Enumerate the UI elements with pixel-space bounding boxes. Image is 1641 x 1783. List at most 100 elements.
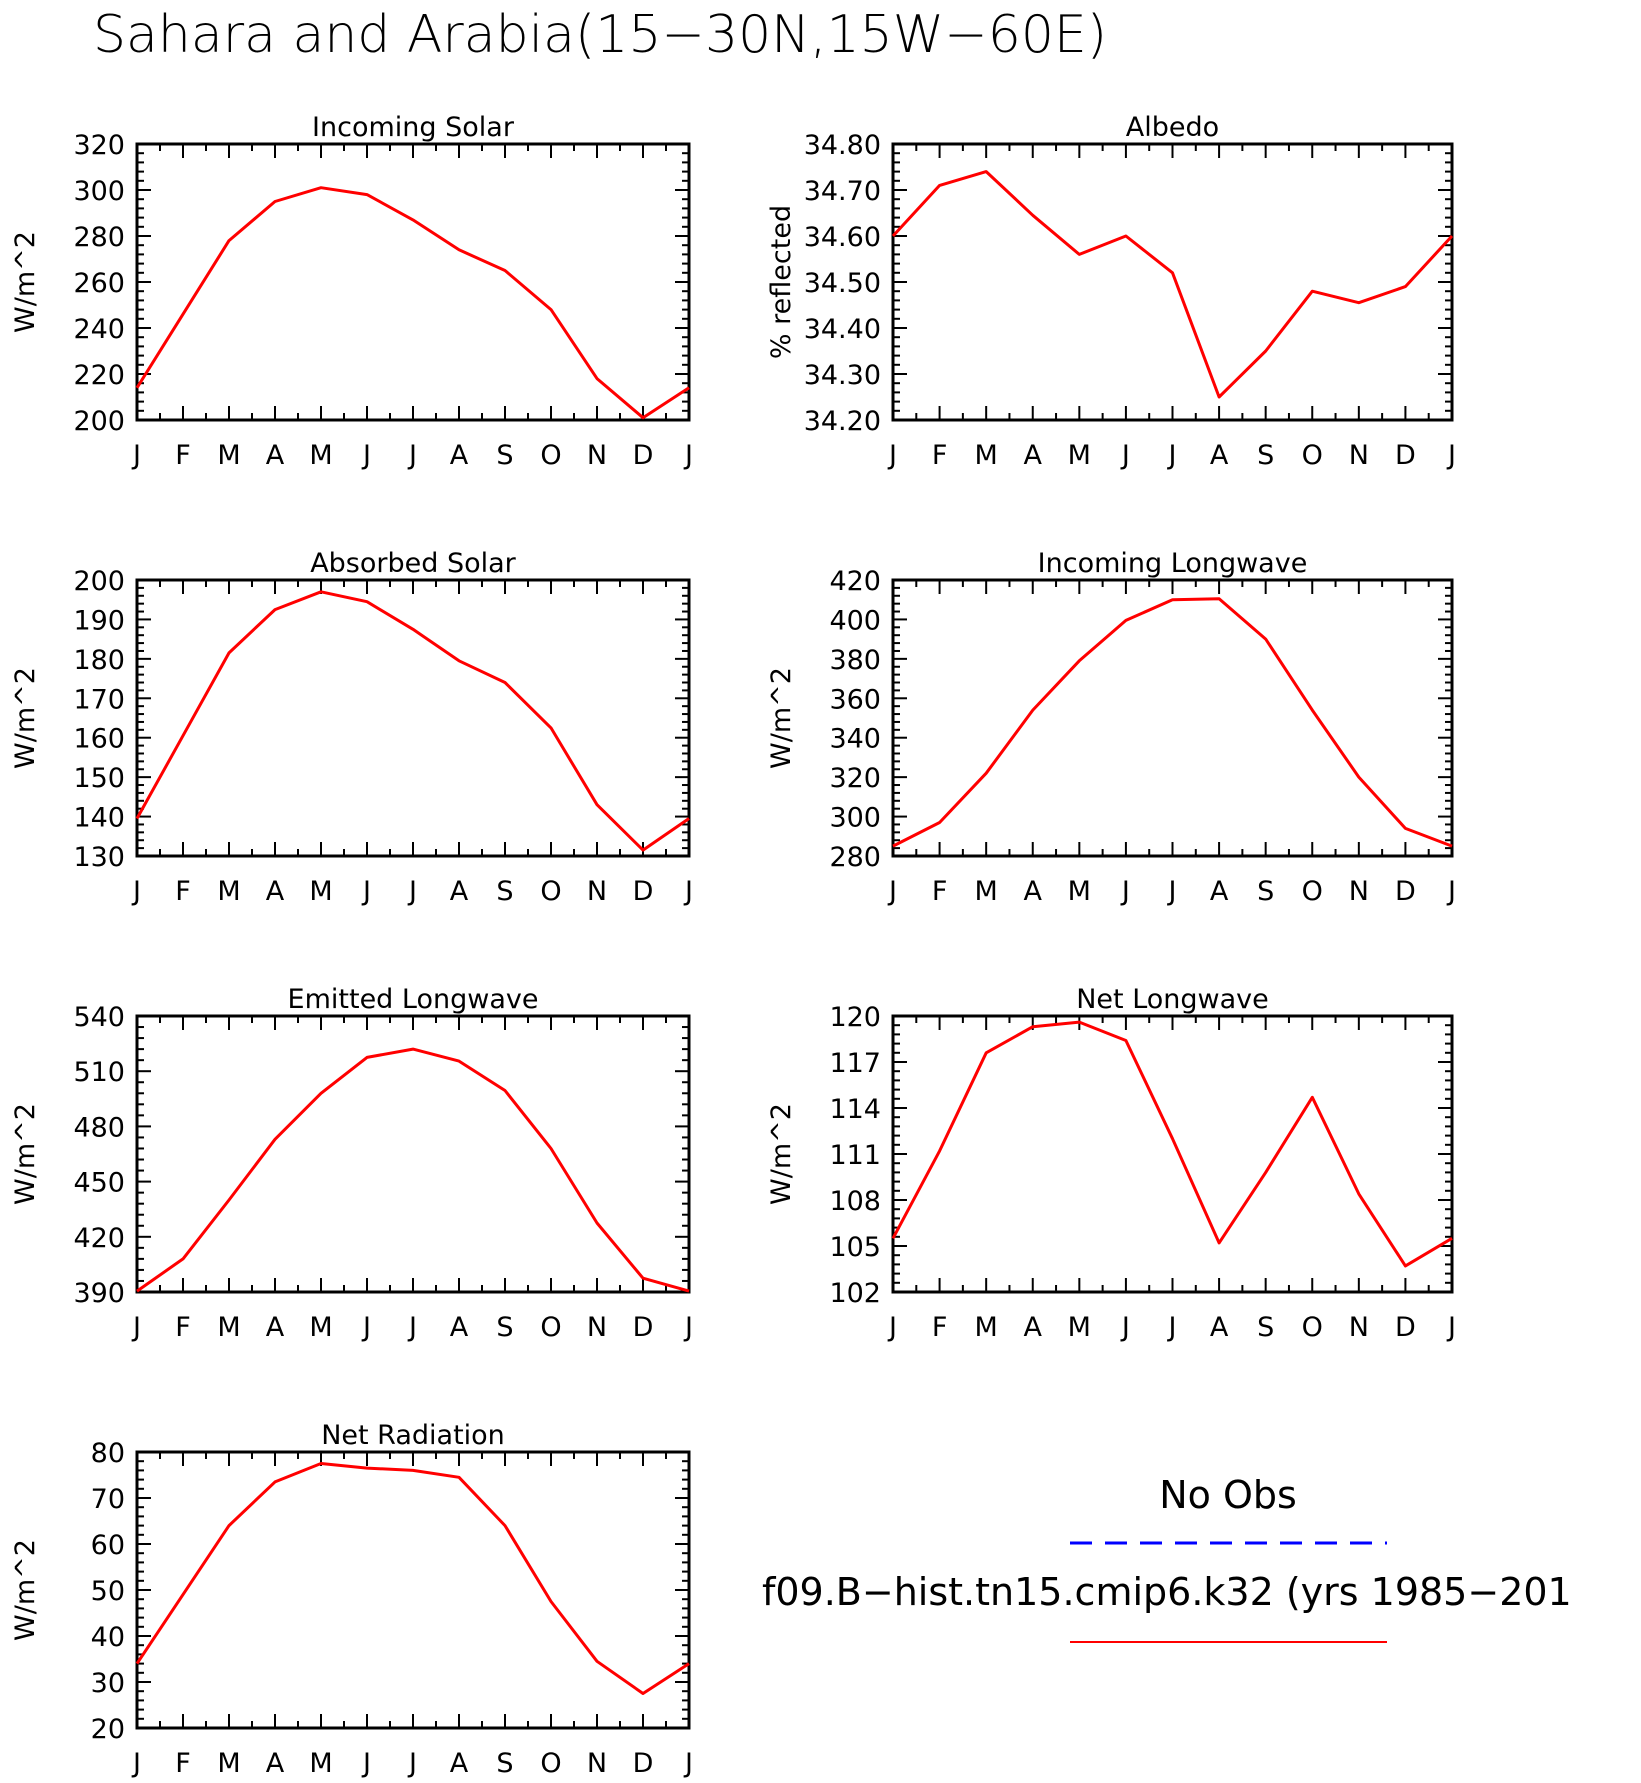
x-tick-label: F <box>932 876 948 907</box>
x-tick-label: D <box>1395 876 1416 907</box>
y-tick-label: 150 <box>73 763 125 794</box>
y-tick-label: 400 <box>829 605 881 636</box>
x-tick-label: M <box>217 1312 240 1343</box>
chart-panel: J F M A M J J A S O N D J200220240260280300320Incomi… <box>10 112 693 471</box>
y-axis-label: W/m^2 <box>10 1103 41 1205</box>
y-tick-label: 190 <box>73 605 125 636</box>
y-tick-label: 510 <box>73 1057 125 1088</box>
series-line <box>892 597 1453 848</box>
x-tick-label: J <box>683 440 693 471</box>
y-tick-label: 111 <box>829 1140 881 1171</box>
legend: No Obs f09.B−hist.tn15.cmip6.k32 (yrs 19… <box>762 1473 1572 1643</box>
x-tick-label: F <box>932 440 948 471</box>
x-tick-label: J <box>887 440 897 471</box>
y-tick-label: 420 <box>73 1223 125 1254</box>
x-tick-label: A <box>450 876 469 907</box>
x-tick-label: J <box>407 876 417 907</box>
plot-frame <box>891 578 1454 858</box>
y-tick-label: 240 <box>73 314 125 345</box>
y-tick-label: 300 <box>73 176 125 207</box>
x-tick-label: D <box>633 440 654 471</box>
x-tick-label: O <box>540 1312 561 1343</box>
y-tick-label: 34.20 <box>804 406 881 437</box>
x-tick-label: S <box>496 440 513 471</box>
x-tick-label: D <box>633 1748 654 1779</box>
x-tick-label: J <box>887 1312 897 1343</box>
series-line <box>135 1462 690 1695</box>
x-tick-label: M <box>1068 876 1091 907</box>
y-tick-label: 360 <box>829 684 881 715</box>
x-tick-label: O <box>540 440 561 471</box>
y-tick-label: 260 <box>73 268 125 299</box>
x-tick-label: A <box>450 1748 469 1779</box>
x-tick-label: J <box>683 1748 693 1779</box>
y-tick-label: 50 <box>91 1576 125 1607</box>
x-tick-label: A <box>1210 876 1229 907</box>
x-tick-label: J <box>683 876 693 907</box>
x-tick-label: J <box>407 1748 417 1779</box>
y-axis-label: W/m^2 <box>10 667 41 769</box>
plot-frame <box>135 142 691 422</box>
y-tick-label: 200 <box>73 566 125 597</box>
x-tick-label: M <box>309 440 332 471</box>
y-tick-label: 105 <box>829 1232 881 1263</box>
x-tick-label: D <box>633 876 654 907</box>
x-tick-label: J <box>131 1748 141 1779</box>
x-tick-label: J <box>1446 1312 1456 1343</box>
legend-model-label: f09.B−hist.tn15.cmip6.k32 (yrs 1985−201 <box>762 1570 1572 1614</box>
panel-title: Absorbed Solar <box>310 548 516 579</box>
y-tick-label: 102 <box>829 1278 881 1309</box>
x-tick-label: A <box>266 1748 285 1779</box>
x-tick-label: M <box>309 876 332 907</box>
x-tick-label: A <box>266 1312 285 1343</box>
y-tick-label: 450 <box>73 1168 125 1199</box>
x-tick-label: J <box>361 1748 371 1779</box>
y-tick-label: 220 <box>73 360 125 391</box>
y-tick-label: 380 <box>829 645 881 676</box>
panel-title: Net Radiation <box>321 1420 505 1451</box>
y-tick-label: 160 <box>73 724 125 755</box>
panel-title: Albedo <box>1126 112 1219 143</box>
series-line <box>891 1020 1453 1268</box>
y-tick-label: 80 <box>91 1438 125 1469</box>
panels: J F M A M J J A S O N D J200220240260280300320Incomi… <box>10 112 1456 1779</box>
x-tick-label: A <box>450 1312 469 1343</box>
y-axis-label: W/m^2 <box>10 231 41 333</box>
x-tick-label: J <box>1446 440 1456 471</box>
y-tick-label: 170 <box>73 684 125 715</box>
panel-title: Incoming Solar <box>312 112 515 143</box>
x-tick-label: M <box>217 1748 240 1779</box>
x-tick-label: S <box>496 876 513 907</box>
x-tick-label: M <box>217 440 240 471</box>
y-tick-label: 420 <box>829 566 881 597</box>
figure-title: Sahara and Arabia(15−30N,15W−60E) <box>93 5 1107 65</box>
y-tick-label: 34.60 <box>804 222 881 253</box>
y-tick-label: 34.30 <box>804 360 881 391</box>
y-tick-label: 540 <box>73 1002 125 1033</box>
x-tick-label: J <box>1446 876 1456 907</box>
series-line <box>135 590 690 852</box>
x-tick-label: S <box>496 1312 513 1343</box>
x-tick-label: D <box>1395 1312 1416 1343</box>
y-tick-label: 34.80 <box>804 130 881 161</box>
x-tick-label: F <box>175 1312 191 1343</box>
x-tick-label: M <box>975 876 998 907</box>
x-tick-label: N <box>1349 876 1369 907</box>
x-tick-label: S <box>1257 1312 1274 1343</box>
x-tick-label: N <box>587 440 607 471</box>
x-tick-label: J <box>1120 440 1130 471</box>
chart-panel: J F M A M J J A S O N D J130140150160170180190200Abs… <box>10 548 693 907</box>
x-tick-label: S <box>496 1748 513 1779</box>
y-tick-label: 60 <box>91 1530 125 1561</box>
x-tick-label: F <box>175 440 191 471</box>
x-tick-label: M <box>309 1312 332 1343</box>
y-tick-label: 34.70 <box>804 176 881 207</box>
y-tick-label: 117 <box>829 1048 881 1079</box>
x-tick-label: J <box>1120 1312 1130 1343</box>
chart-panel: J F M A M J J A S O N D J34.2034.3034.4034.5034.6034… <box>766 112 1456 471</box>
x-tick-label: J <box>361 876 371 907</box>
legend-obs-label: No Obs <box>1159 1473 1297 1517</box>
y-axis-label: W/m^2 <box>766 1103 797 1205</box>
